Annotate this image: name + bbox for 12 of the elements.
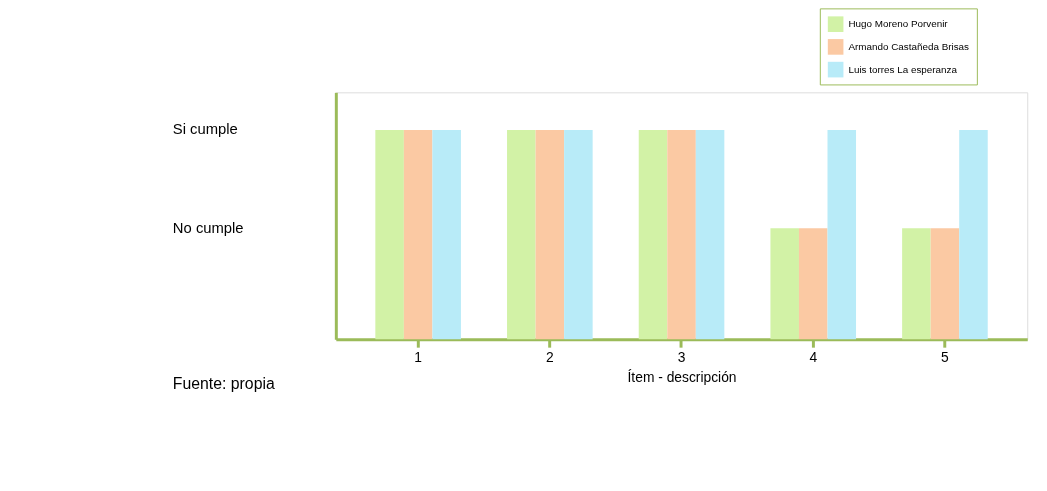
x-tick-label: 3: [677, 349, 686, 366]
source-note: Fuente: propia: [172, 374, 275, 392]
legend-label: Luis torres La esperanza: [848, 63, 958, 75]
legend-label: Armando Castañeda Brisas: [848, 40, 970, 52]
text: No cumple: [172, 220, 244, 237]
legend-label: Hugo Moreno Porvenir: [848, 18, 949, 30]
text: Si cumple: [172, 121, 238, 138]
x-tick-label: 1: [414, 349, 422, 366]
x-axis-title: Ítem - descripción: [627, 369, 737, 386]
x-tick-label: 2: [546, 349, 554, 366]
x-tick-label: 5: [941, 349, 950, 366]
x-tick-label: 4: [809, 349, 818, 366]
